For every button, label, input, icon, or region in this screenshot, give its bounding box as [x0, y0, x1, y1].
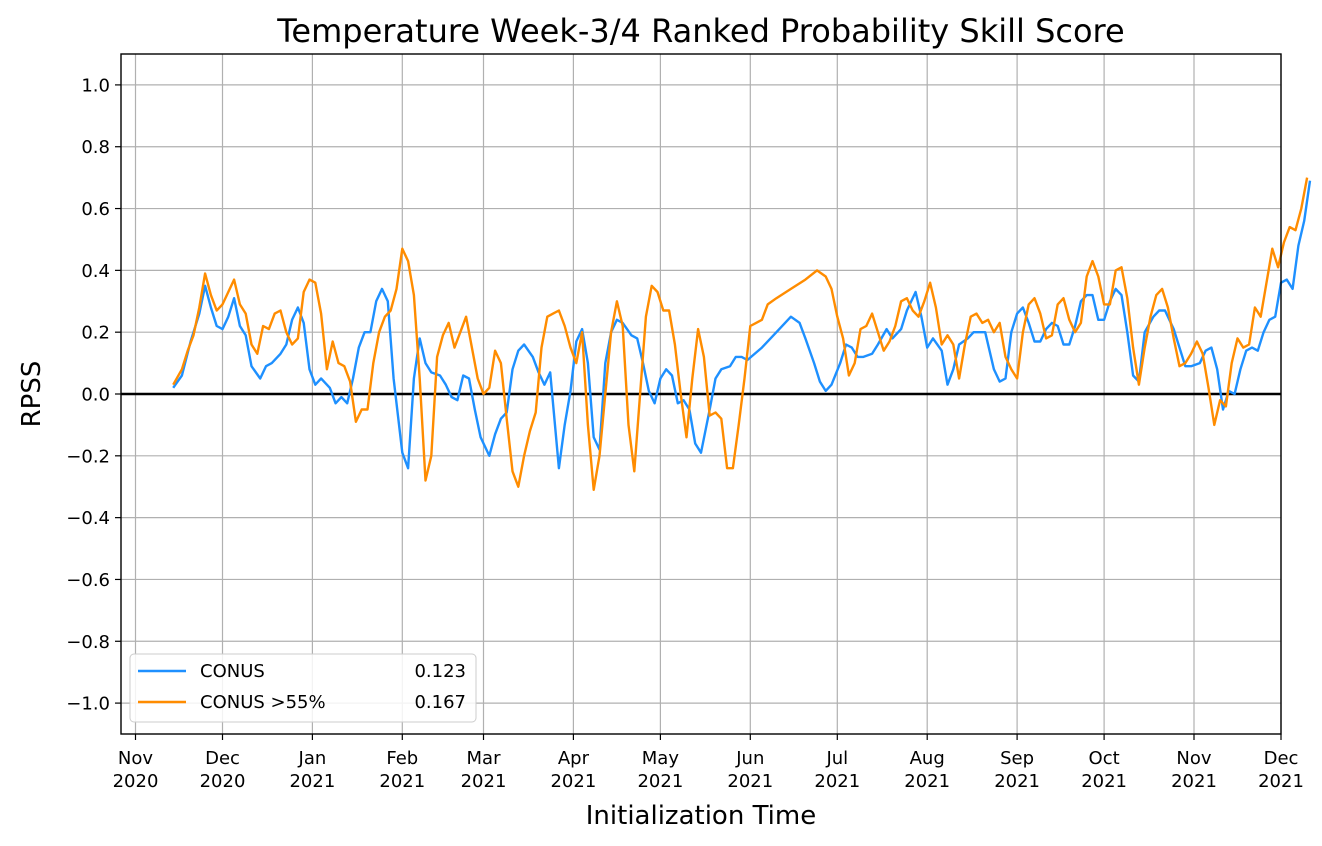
x-tick-label-month: Jun	[735, 748, 764, 769]
y-tick-label: −0.4	[66, 508, 110, 529]
legend-label-conus: CONUS	[200, 661, 265, 682]
x-tick-label-month: Jul	[825, 748, 848, 769]
y-tick-label: 0.6	[81, 199, 110, 220]
x-tick-label-month: Aug	[910, 748, 945, 769]
y-tick-label: −0.8	[66, 632, 110, 653]
y-axis-ticks: 1.0 0.8 0.6 0.4 0.2 0.0 −0.2 −0.4 −0.6 −0.8 −1.0	[66, 75, 121, 715]
x-axis-label: Initialization Time	[586, 801, 816, 831]
x-tick-label-year: 2021	[550, 771, 596, 792]
y-tick-label: 0.0	[81, 385, 110, 406]
y-tick-label: 0.2	[81, 323, 110, 344]
x-tick-label-year: 2021	[727, 771, 773, 792]
x-tick-label-year: 2020	[200, 771, 246, 792]
x-tick-label-year: 2021	[637, 771, 683, 792]
x-tick-label-month: Sep	[1000, 748, 1034, 769]
legend-label-conus-55: CONUS >55%	[200, 692, 326, 713]
legend-box	[129, 653, 477, 723]
x-tick-label-year: 2021	[994, 771, 1040, 792]
legend-value-conus: 0.123	[414, 661, 466, 682]
y-axis-label: RPSS	[17, 361, 47, 428]
x-tick-label-year: 2020	[113, 771, 159, 792]
x-tick-label-month: Nov	[1176, 748, 1211, 769]
y-tick-label: −0.2	[66, 446, 110, 467]
x-tick-label-year: 2021	[1081, 771, 1127, 792]
x-tick-label-month: Nov	[118, 748, 153, 769]
x-tick-label-year: 2021	[379, 771, 425, 792]
x-tick-label-month: Dec	[1264, 748, 1299, 769]
x-tick-label-year: 2021	[1258, 771, 1304, 792]
y-tick-label: 0.8	[81, 137, 110, 158]
x-tick-label-month: Mar	[467, 748, 502, 769]
y-tick-label: −1.0	[66, 694, 110, 715]
x-tick-label-year: 2021	[1171, 771, 1217, 792]
series-lines	[172, 177, 1312, 491]
x-tick-label-year: 2021	[461, 771, 507, 792]
legend: CONUS 0.123 CONUS >55% 0.167	[129, 653, 477, 723]
series-line-conus	[172, 180, 1312, 470]
series-line-conus-55	[172, 177, 1309, 491]
x-tick-label-month: Feb	[386, 748, 418, 769]
y-tick-label: 1.0	[81, 75, 110, 96]
x-tick-label-month: Oct	[1089, 748, 1120, 769]
x-tick-label-month: May	[642, 748, 680, 769]
x-tick-label-year: 2021	[904, 771, 950, 792]
x-tick-label-month: Jan	[298, 748, 327, 769]
x-tick-label-month: Dec	[205, 748, 240, 769]
y-tick-label: −0.6	[66, 570, 110, 591]
x-tick-label-year: 2021	[289, 771, 335, 792]
chart-title: Temperature Week-3/4 Ranked Probability …	[276, 12, 1124, 50]
y-tick-label: 0.4	[81, 261, 110, 282]
x-tick-label-month: Apr	[558, 748, 590, 769]
x-axis-ticks: Nov2020Dec2020Jan2021Feb2021Mar2021Apr20…	[113, 734, 1304, 792]
x-tick-label-year: 2021	[814, 771, 860, 792]
legend-value-conus-55: 0.167	[414, 692, 466, 713]
